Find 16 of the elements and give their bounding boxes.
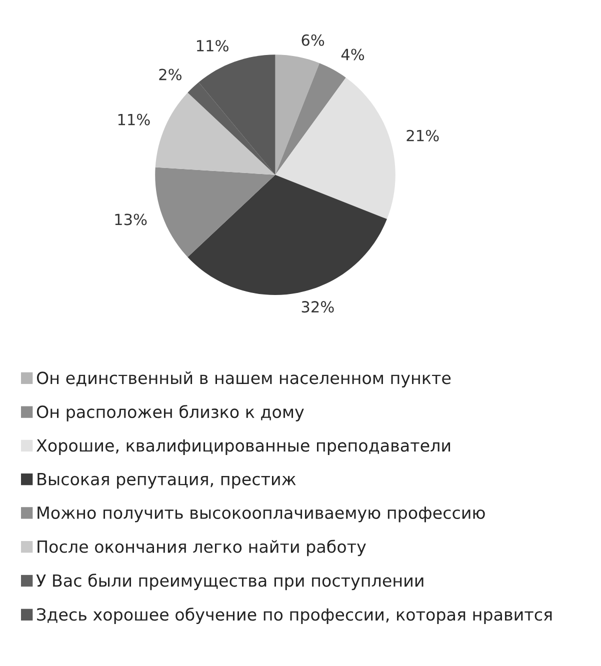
data-label: 11% (196, 40, 228, 52)
legend-label: Здесь хорошее обучение по профессии, которая нравится (37, 608, 552, 624)
legend-label: Он единственный в нашем населенном пункте (36, 371, 451, 388)
data-label: 2% (159, 68, 182, 80)
legend-label: Высокая репутация, престиж (38, 472, 296, 489)
data-label: 32% (302, 301, 334, 313)
data-label: 13% (115, 214, 147, 226)
data-label: 6% (302, 34, 324, 46)
data-label: 21% (406, 130, 439, 142)
legend-label: Он расположен близко к дому (36, 404, 304, 422)
legend-label: У Вас были преимущества при поступлении (36, 574, 424, 590)
data-label: 4% (341, 48, 364, 60)
legend-label: После окончания легко найти работу (38, 540, 366, 556)
data-label: 11% (118, 114, 150, 126)
legend-label: Можно получить высокооплачиваемую профессию (38, 506, 485, 522)
legend-label: Хорошие, квалифицированные преподаватели (36, 439, 450, 455)
